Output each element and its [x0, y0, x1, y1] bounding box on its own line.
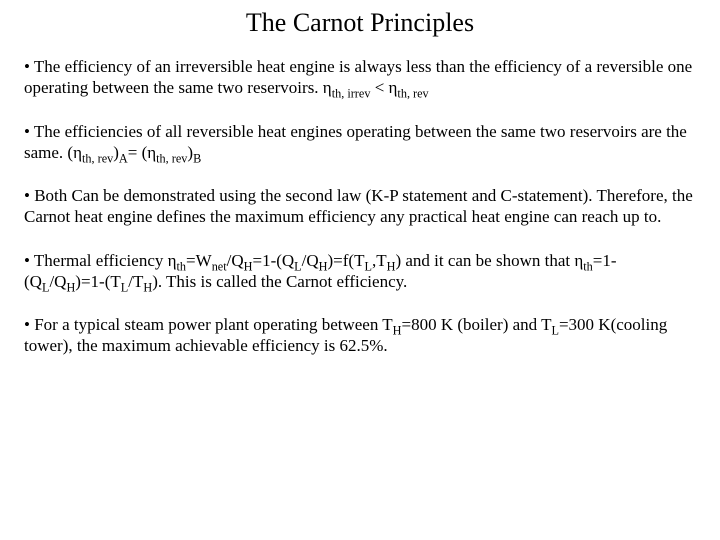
bullet-4-sub-10: H — [66, 280, 75, 294]
bullet-1-sub-1: th, irrev — [332, 87, 371, 101]
bullet-1-sub-2: th, rev — [397, 87, 428, 101]
bullet-5-text-b: =800 K (boiler) and T — [402, 315, 552, 334]
bullet-4-sub-8: th — [583, 259, 593, 273]
bullet-2-text-c: = (η — [128, 143, 156, 162]
bullet-4-text-h: ) and it can be shown that η — [395, 251, 583, 270]
bullet-4-text-c: /Q — [227, 251, 244, 270]
slide-title: The Carnot Principles — [24, 8, 696, 38]
bullet-2-sub-3: th, rev — [156, 151, 187, 165]
bullet-4-text-d: =1-(Q — [252, 251, 294, 270]
bullet-2-sub-2: A — [119, 151, 128, 165]
bullet-4: • Thermal efficiency ηth=Wnet/QH=1-(QL/Q… — [24, 250, 696, 293]
slide: The Carnot Principles • The efficiency o… — [0, 0, 720, 540]
bullet-4-text-l: /T — [128, 272, 143, 291]
bullet-5-sub-1: H — [393, 323, 402, 337]
bullet-4-text-f: )=f(T — [328, 251, 365, 270]
bullet-4-text-b: =W — [186, 251, 212, 270]
bullet-4-text-j: /Q — [49, 272, 66, 291]
bullet-1: • The efficiency of an irreversible heat… — [24, 56, 696, 99]
bullet-4-text-m: ). This is called the Carnot efficiency. — [152, 272, 407, 291]
bullet-2-sub-1: th, rev — [82, 151, 113, 165]
bullet-2-sub-4: B — [193, 151, 201, 165]
bullet-2: • The efficiencies of all reversible hea… — [24, 121, 696, 164]
bullet-1-text-b: < η — [370, 78, 397, 97]
bullet-5: • For a typical steam power plant operat… — [24, 314, 696, 357]
bullet-4-text-g: ,T — [372, 251, 387, 270]
bullet-4-text-a: • Thermal efficiency η — [24, 251, 177, 270]
bullet-4-sub-12: H — [143, 280, 152, 294]
bullet-5-sub-2: L — [551, 323, 558, 337]
bullet-3: • Both Can be demonstrated using the sec… — [24, 185, 696, 228]
bullet-5-text-a: • For a typical steam power plant operat… — [24, 315, 393, 334]
bullet-4-text-e: /Q — [302, 251, 319, 270]
bullet-4-text-k: )=1-(T — [75, 272, 120, 291]
